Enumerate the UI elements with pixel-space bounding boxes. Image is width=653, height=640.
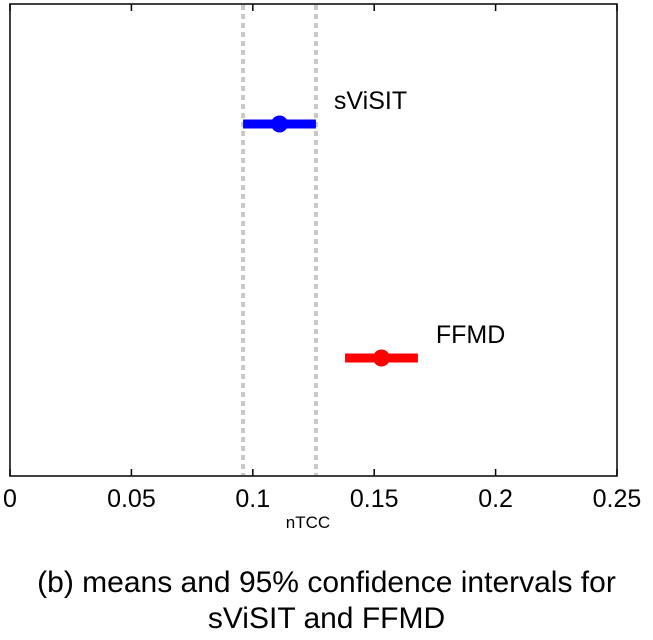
x-tick-label: 0.15 bbox=[350, 485, 399, 513]
x-tick-label: 0.2 bbox=[478, 485, 513, 513]
svisit-mean-marker bbox=[271, 115, 289, 133]
x-tick-label: 0.05 bbox=[107, 485, 156, 513]
figure-caption-line-2: sViSIT and FFMD bbox=[207, 602, 446, 635]
x-tick-label: 0 bbox=[3, 485, 17, 513]
x-tick-label: 0.1 bbox=[235, 485, 270, 513]
ffmd-series-label: FFMD bbox=[436, 321, 505, 349]
svisit-series-label: sViSIT bbox=[334, 87, 407, 115]
plot-area bbox=[9, 3, 618, 477]
x-axis-label: nTCC bbox=[286, 513, 330, 532]
figure-caption-line-1: (b) means and 95% confidence intervals f… bbox=[37, 566, 616, 599]
ffmd-mean-marker bbox=[372, 349, 390, 367]
x-tick-label: 0.25 bbox=[593, 485, 642, 513]
interval-chart: 0 0.05 0.1 0.15 0.2 0.25 sViSIT FFMD nTCC bbox=[3, 3, 642, 532]
